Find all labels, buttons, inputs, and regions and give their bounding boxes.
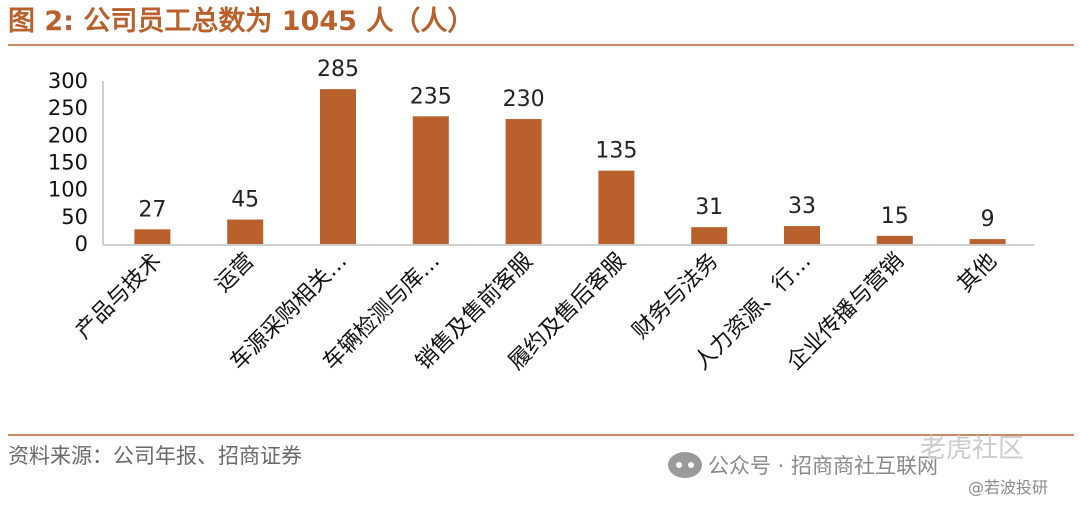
wechat-icon: [668, 452, 702, 478]
data-label: 135: [595, 139, 637, 164]
watermark-author: @若波投研: [968, 478, 1049, 497]
bar: [784, 226, 820, 244]
bar: [598, 170, 635, 244]
y-tick-label: 0: [75, 232, 88, 256]
data-label: 9: [981, 207, 995, 232]
x-category-label: 财务与法务: [628, 249, 723, 344]
data-label: 285: [317, 57, 359, 82]
x-category-label: 产品与技术: [71, 249, 166, 344]
watermark-text: 公众号 · 招商商社互联网: [708, 454, 939, 478]
x-category-label: 其他: [953, 249, 1002, 298]
top-divider: [8, 44, 1074, 46]
bar: [969, 239, 1006, 244]
bar: [227, 219, 264, 244]
y-tick-label: 100: [48, 178, 88, 202]
data-label: 33: [788, 194, 816, 219]
bar: [876, 235, 913, 244]
y-tick-label: 150: [48, 151, 88, 175]
bar: [505, 119, 542, 244]
bar-chart: 05010015020025030027产品与技术45运营285车源采购相关…2…: [48, 57, 1034, 375]
source-note: 资料来源：公司年报、招商证券: [8, 444, 302, 468]
y-tick-label: 50: [61, 205, 88, 229]
watermark: 公众号 · 招商商社互联网: [668, 450, 938, 480]
y-tick-label: 250: [48, 96, 88, 120]
data-label: 15: [881, 204, 909, 229]
data-label: 27: [138, 197, 166, 222]
bottom-divider: [8, 434, 1074, 436]
x-category-label: 运营: [211, 249, 260, 298]
data-label: 45: [231, 188, 259, 213]
bar: [134, 229, 171, 244]
data-label: 31: [695, 195, 723, 220]
bar: [691, 227, 728, 244]
bar: [412, 116, 449, 244]
data-label: 230: [503, 87, 545, 112]
data-label: 235: [410, 84, 452, 109]
y-tick-label: 300: [48, 69, 88, 93]
chart-title: 图 2: 公司员工总数为 1045 人（人）: [8, 6, 475, 37]
watermark-brand: 老虎社区: [920, 434, 1025, 464]
y-tick-label: 200: [48, 123, 88, 147]
bar: [320, 89, 356, 245]
